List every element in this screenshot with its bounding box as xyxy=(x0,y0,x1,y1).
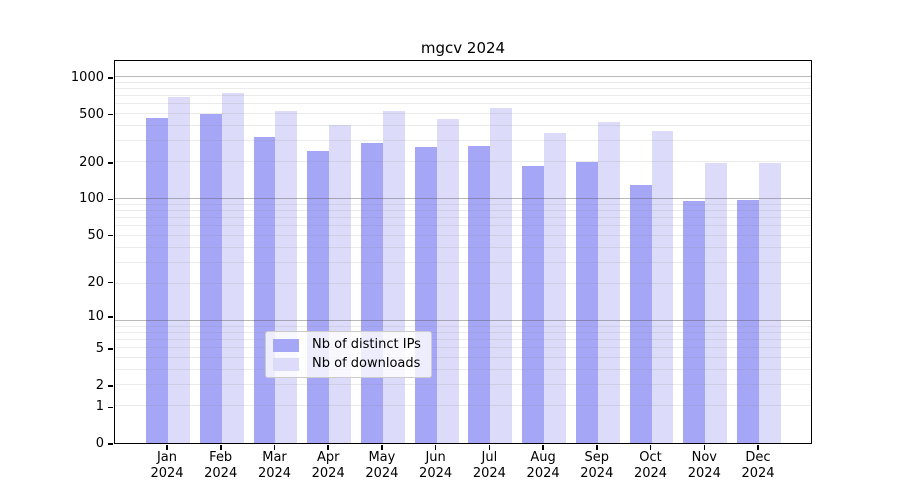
x-tick-mark xyxy=(542,445,544,450)
y-tick-label: 1 xyxy=(95,399,104,415)
y-tick-label: 200 xyxy=(79,154,104,170)
bar-distinct-ips-feb xyxy=(199,114,222,443)
bar-downloads-apr xyxy=(329,125,352,443)
legend-label-distinct-ips: Nb of distinct IPs xyxy=(312,337,421,352)
x-tick-mark xyxy=(649,445,652,450)
bar-downloads-aug xyxy=(544,133,566,443)
bar-distinct-ips-dec xyxy=(737,200,759,443)
x-tick-mark xyxy=(488,445,491,450)
y-tick-label: 0 xyxy=(95,436,104,451)
bar-distinct-ips-may xyxy=(361,143,383,443)
legend-swatch-downloads xyxy=(273,357,299,371)
bar-distinct-ips-aug xyxy=(522,166,545,443)
x-tick-label-nov: Nov 2024 xyxy=(687,450,721,481)
x-tick-mark xyxy=(166,445,168,450)
y-tick-mark xyxy=(108,113,113,116)
legend-swatch-distinct-ips xyxy=(273,338,299,352)
y-tick-mark xyxy=(108,198,113,201)
bar-downloads-dec xyxy=(758,162,781,443)
y-tick-mark xyxy=(108,77,113,79)
bar-downloads-sep xyxy=(597,122,620,443)
bar-downloads-jan xyxy=(168,96,190,443)
bar-distinct-ips-jan xyxy=(146,117,168,443)
x-tick-label-dec: Dec 2024 xyxy=(741,450,775,481)
bar-distinct-ips-jun xyxy=(414,147,437,443)
x-tick-label-feb: Feb 2024 xyxy=(204,450,238,481)
x-tick-mark xyxy=(381,445,383,450)
y-tick-mark xyxy=(108,316,113,318)
x-tick-mark xyxy=(327,445,329,450)
legend-item-distinct-ips: Nb of distinct IPs xyxy=(273,338,421,352)
x-tick-mark xyxy=(757,445,759,450)
bar-distinct-ips-sep xyxy=(575,161,598,443)
x-tick-label-jun: Jun 2024 xyxy=(419,450,453,481)
bars-layer xyxy=(115,61,811,443)
y-tick-mark xyxy=(108,281,113,284)
y-tick-mark xyxy=(108,234,113,237)
x-tick-mark xyxy=(434,445,437,450)
legend-item-downloads: Nb of downloads xyxy=(273,357,421,371)
y-tick-label: 1000 xyxy=(70,69,104,85)
x-tick-label-sep: Sep 2024 xyxy=(580,450,614,481)
bar-downloads-oct xyxy=(651,131,674,443)
y-tick-label: 100 xyxy=(79,191,104,207)
bar-distinct-ips-apr xyxy=(307,151,330,443)
plot-area xyxy=(114,60,812,444)
legend: Nb of distinct IPs Nb of downloads xyxy=(265,331,432,378)
x-tick-label-oct: Oct 2024 xyxy=(633,450,668,481)
y-tick-label: 20 xyxy=(87,274,104,290)
bar-downloads-mar xyxy=(275,111,298,443)
y-tick-label: 50 xyxy=(87,227,104,243)
y-tick-label: 10 xyxy=(87,308,104,324)
x-tick-label-mar: Mar 2024 xyxy=(257,450,292,481)
x-tick-mark xyxy=(273,445,276,450)
bar-distinct-ips-nov xyxy=(683,201,706,443)
y-tick-mark xyxy=(108,385,113,387)
bar-downloads-feb xyxy=(221,93,244,443)
y-tick-mark xyxy=(108,443,113,445)
chart-title: mgcv 2024 xyxy=(420,39,506,57)
x-tick-mark xyxy=(220,445,222,450)
bar-distinct-ips-jul xyxy=(468,146,491,443)
bar-distinct-ips-oct xyxy=(629,185,652,443)
x-tick-mark xyxy=(596,445,598,450)
bar-downloads-may xyxy=(382,111,405,443)
x-tick-label-apr: Apr 2024 xyxy=(311,450,345,481)
y-tick-mark xyxy=(108,348,113,350)
x-tick-label-aug: Aug 2024 xyxy=(526,450,560,481)
x-tick-mark xyxy=(703,445,705,450)
y-tick-label: 500 xyxy=(79,106,104,122)
x-tick-label-jul: Jul 2024 xyxy=(472,450,506,481)
y-tick-mark xyxy=(108,162,113,164)
bar-downloads-jun xyxy=(436,119,459,443)
legend-label-downloads: Nb of downloads xyxy=(312,356,421,371)
x-tick-label-may: May 2024 xyxy=(365,450,399,481)
y-tick-label: 5 xyxy=(95,341,104,356)
y-tick-mark xyxy=(108,406,113,408)
x-tick-label-jan: Jan 2024 xyxy=(150,450,184,481)
y-tick-label: 2 xyxy=(95,377,104,393)
bar-downloads-nov xyxy=(705,163,728,443)
bar-distinct-ips-mar xyxy=(253,137,276,443)
bar-downloads-jul xyxy=(490,108,513,443)
